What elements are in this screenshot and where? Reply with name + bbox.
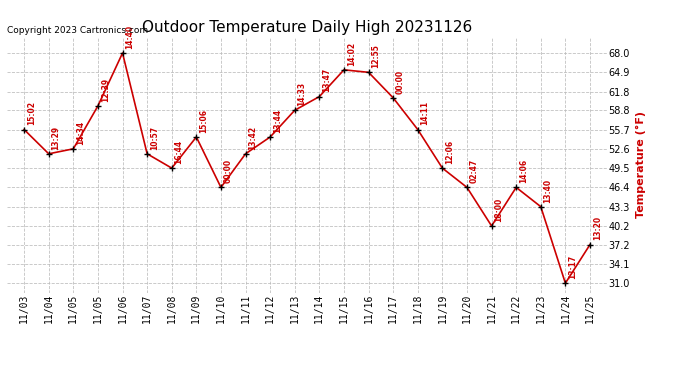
Text: 12:55: 12:55: [371, 44, 380, 68]
Text: 00:00: 00:00: [224, 159, 233, 183]
Text: 18:00: 18:00: [494, 198, 503, 222]
Text: 12:39: 12:39: [101, 78, 110, 102]
Text: 13:44: 13:44: [273, 109, 282, 133]
Text: 13:47: 13:47: [322, 68, 331, 92]
Text: 13:40: 13:40: [544, 178, 553, 203]
Text: 14:33: 14:33: [297, 82, 306, 106]
Text: 14:06: 14:06: [519, 159, 528, 183]
Text: 15:02: 15:02: [27, 101, 36, 125]
Title: Outdoor Temperature Daily High 20231126: Outdoor Temperature Daily High 20231126: [142, 20, 472, 35]
Text: Copyright 2023 Cartronics.com: Copyright 2023 Cartronics.com: [7, 26, 148, 35]
Text: 14:34: 14:34: [76, 120, 85, 145]
Text: 13:29: 13:29: [52, 126, 61, 150]
Text: 12:06: 12:06: [445, 140, 454, 164]
Text: 14:40: 14:40: [126, 25, 135, 49]
Text: 16:44: 16:44: [175, 140, 184, 164]
Text: 14:02: 14:02: [347, 42, 356, 66]
Text: 10:57: 10:57: [150, 126, 159, 150]
Text: 13:17: 13:17: [568, 255, 577, 279]
Text: 14:11: 14:11: [420, 101, 430, 125]
Text: 02:47: 02:47: [470, 159, 479, 183]
Text: 15:06: 15:06: [199, 109, 208, 133]
Text: 13:20: 13:20: [593, 216, 602, 240]
Text: 00:00: 00:00: [396, 69, 405, 94]
Y-axis label: Temperature (°F): Temperature (°F): [636, 111, 646, 219]
Text: 13:42: 13:42: [248, 126, 257, 150]
